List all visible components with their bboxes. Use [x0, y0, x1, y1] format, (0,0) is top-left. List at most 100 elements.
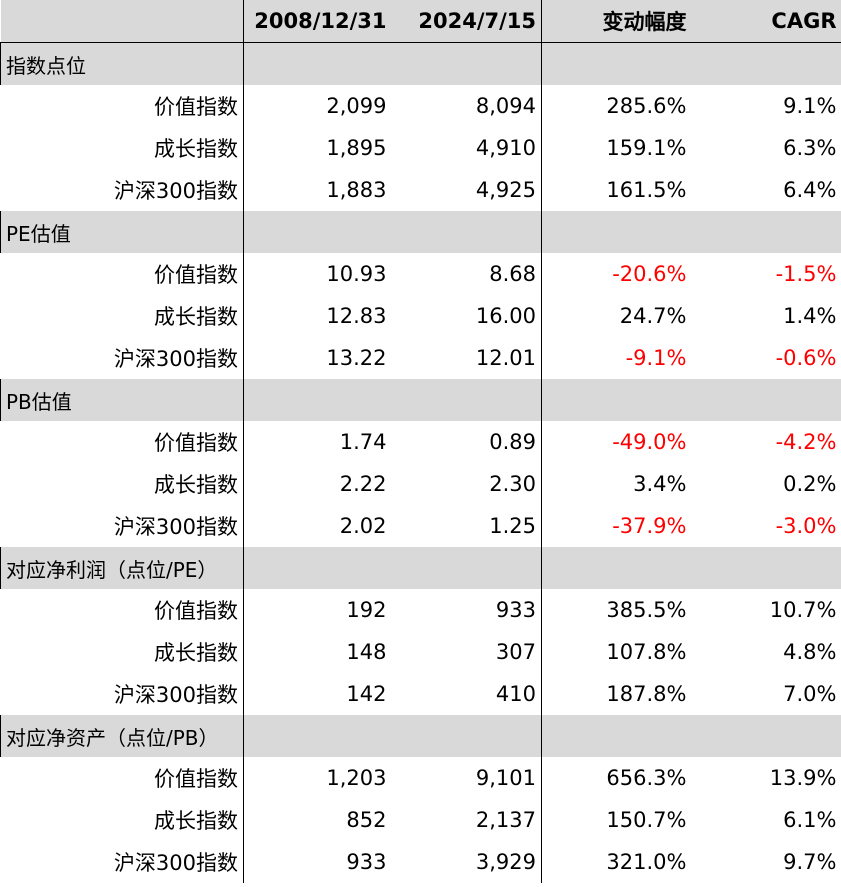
change-value: 187.8% — [606, 682, 687, 706]
row-label: 成长指数 — [0, 799, 244, 841]
section-empty-cell — [541, 715, 692, 757]
value-2008: 13.22 — [326, 346, 387, 370]
row-label: 价值指数 — [0, 757, 244, 799]
cagr-value: -4.2% — [775, 430, 837, 454]
cagr-value: 6.1% — [783, 808, 837, 832]
section-empty-cell — [541, 547, 692, 589]
section-header-row: 指数点位 — [0, 42, 841, 85]
section-header-row: PE估值 — [0, 211, 841, 253]
section-empty-cell — [541, 379, 692, 421]
table-row: 沪深300指数 13.22 12.01 -9.1% -0.6% — [0, 337, 841, 379]
section-empty-cell — [391, 715, 542, 757]
value-2008: 852 — [346, 808, 387, 832]
section-empty-cell — [691, 379, 841, 421]
section-empty-cell — [243, 379, 392, 421]
value-2024: 8,094 — [391, 85, 542, 127]
section-empty-cell — [691, 211, 841, 253]
value-2024: 2,137 — [391, 799, 542, 841]
value-2024: 2.30 — [391, 463, 542, 505]
section-empty-cell — [691, 547, 841, 589]
change-value: 285.6% — [606, 94, 687, 118]
table-row: 沪深300指数 933 3,929 321.0% 9.7% — [0, 841, 841, 883]
section-title: 指数点位 — [0, 42, 244, 85]
change-value: 107.8% — [606, 640, 687, 664]
cagr-value: 6.3% — [783, 136, 837, 160]
table-row: 沪深300指数 1,883 4,925 161.5% 6.4% — [0, 169, 841, 211]
table-row: 成长指数 1,895 4,910 159.1% 6.3% — [0, 127, 841, 169]
section-empty-cell — [691, 42, 841, 85]
cagr-value: 1.4% — [783, 304, 837, 328]
value-2008: 10.93 — [326, 262, 387, 286]
section-empty-cell — [691, 715, 841, 757]
cagr-value: -0.6% — [775, 346, 837, 370]
value-2024: 933 — [391, 589, 542, 631]
change-value: -37.9% — [612, 514, 687, 538]
value-2008: 148 — [346, 640, 387, 664]
cagr-value: 0.2% — [783, 472, 837, 496]
value-2008: 1,883 — [326, 178, 387, 202]
value-2008: 1.74 — [339, 430, 387, 454]
section-empty-cell — [391, 379, 542, 421]
table-row: 成长指数 12.83 16.00 24.7% 1.4% — [0, 295, 841, 337]
table-row: 成长指数 148 307 107.8% 4.8% — [0, 631, 841, 673]
section-empty-cell — [243, 42, 392, 85]
value-2008: 2.22 — [339, 472, 387, 496]
table-body: 指数点位 价值指数 2,099 8,094 285.6% 9.1% 成长指数 1,895 4,9… — [0, 42, 841, 883]
section-title: 对应净资产（点位/PB） — [0, 715, 244, 757]
row-label: 沪深300指数 — [0, 169, 244, 211]
change-value: 161.5% — [606, 178, 687, 202]
value-2024: 0.89 — [391, 421, 542, 463]
row-label: 价值指数 — [0, 421, 244, 463]
change-value: 159.1% — [606, 136, 687, 160]
value-2008: 933 — [346, 850, 387, 874]
header-date-2008: 2008/12/31 — [243, 0, 392, 43]
value-2008: 1,203 — [326, 766, 387, 790]
section-empty-cell — [541, 42, 692, 85]
table-row: 沪深300指数 2.02 1.25 -37.9% -3.0% — [0, 505, 841, 547]
value-2008: 1,895 — [326, 136, 387, 160]
row-label: 价值指数 — [0, 253, 244, 295]
change-value: 3.4% — [633, 472, 687, 496]
section-title: PB估值 — [0, 379, 244, 421]
cagr-value: 4.8% — [783, 640, 837, 664]
section-header-row: 对应净利润（点位/PE） — [0, 547, 841, 589]
header-change: 变动幅度 — [541, 0, 692, 43]
change-value: -9.1% — [625, 346, 687, 370]
value-2008: 192 — [346, 598, 387, 622]
section-title: PE估值 — [0, 211, 244, 253]
table-row: 价值指数 1.74 0.89 -49.0% -4.2% — [0, 421, 841, 463]
row-label: 沪深300指数 — [0, 673, 244, 715]
value-2024: 16.00 — [391, 295, 542, 337]
cagr-value: 9.1% — [783, 94, 837, 118]
value-2024: 307 — [391, 631, 542, 673]
cagr-value: 13.9% — [769, 766, 837, 790]
header-date-2024: 2024/7/15 — [391, 0, 542, 43]
table-row: 成长指数 852 2,137 150.7% 6.1% — [0, 799, 841, 841]
table-row: 沪深300指数 142 410 187.8% 7.0% — [0, 673, 841, 715]
header-blank — [0, 0, 244, 43]
section-header-row: PB估值 — [0, 379, 841, 421]
cagr-value: 9.7% — [783, 850, 837, 874]
value-2024: 12.01 — [391, 337, 542, 379]
table-row: 价值指数 1,203 9,101 656.3% 13.9% — [0, 757, 841, 799]
row-label: 价值指数 — [0, 589, 244, 631]
header-cagr: CAGR — [691, 0, 841, 43]
row-label: 成长指数 — [0, 295, 244, 337]
row-label: 价值指数 — [0, 85, 244, 127]
section-empty-cell — [541, 211, 692, 253]
section-header-row: 对应净资产（点位/PB） — [0, 715, 841, 757]
table-row: 成长指数 2.22 2.30 3.4% 0.2% — [0, 463, 841, 505]
value-2024: 4,910 — [391, 127, 542, 169]
change-value: 385.5% — [606, 598, 687, 622]
cagr-value: -1.5% — [775, 262, 837, 286]
change-value: 24.7% — [619, 304, 687, 328]
change-value: 656.3% — [606, 766, 687, 790]
row-label: 沪深300指数 — [0, 505, 244, 547]
row-label: 成长指数 — [0, 127, 244, 169]
change-value: 321.0% — [606, 850, 687, 874]
section-empty-cell — [391, 42, 542, 85]
value-2024: 8.68 — [391, 253, 542, 295]
section-empty-cell — [243, 547, 392, 589]
cagr-value: 7.0% — [783, 682, 837, 706]
cagr-value: 6.4% — [783, 178, 837, 202]
